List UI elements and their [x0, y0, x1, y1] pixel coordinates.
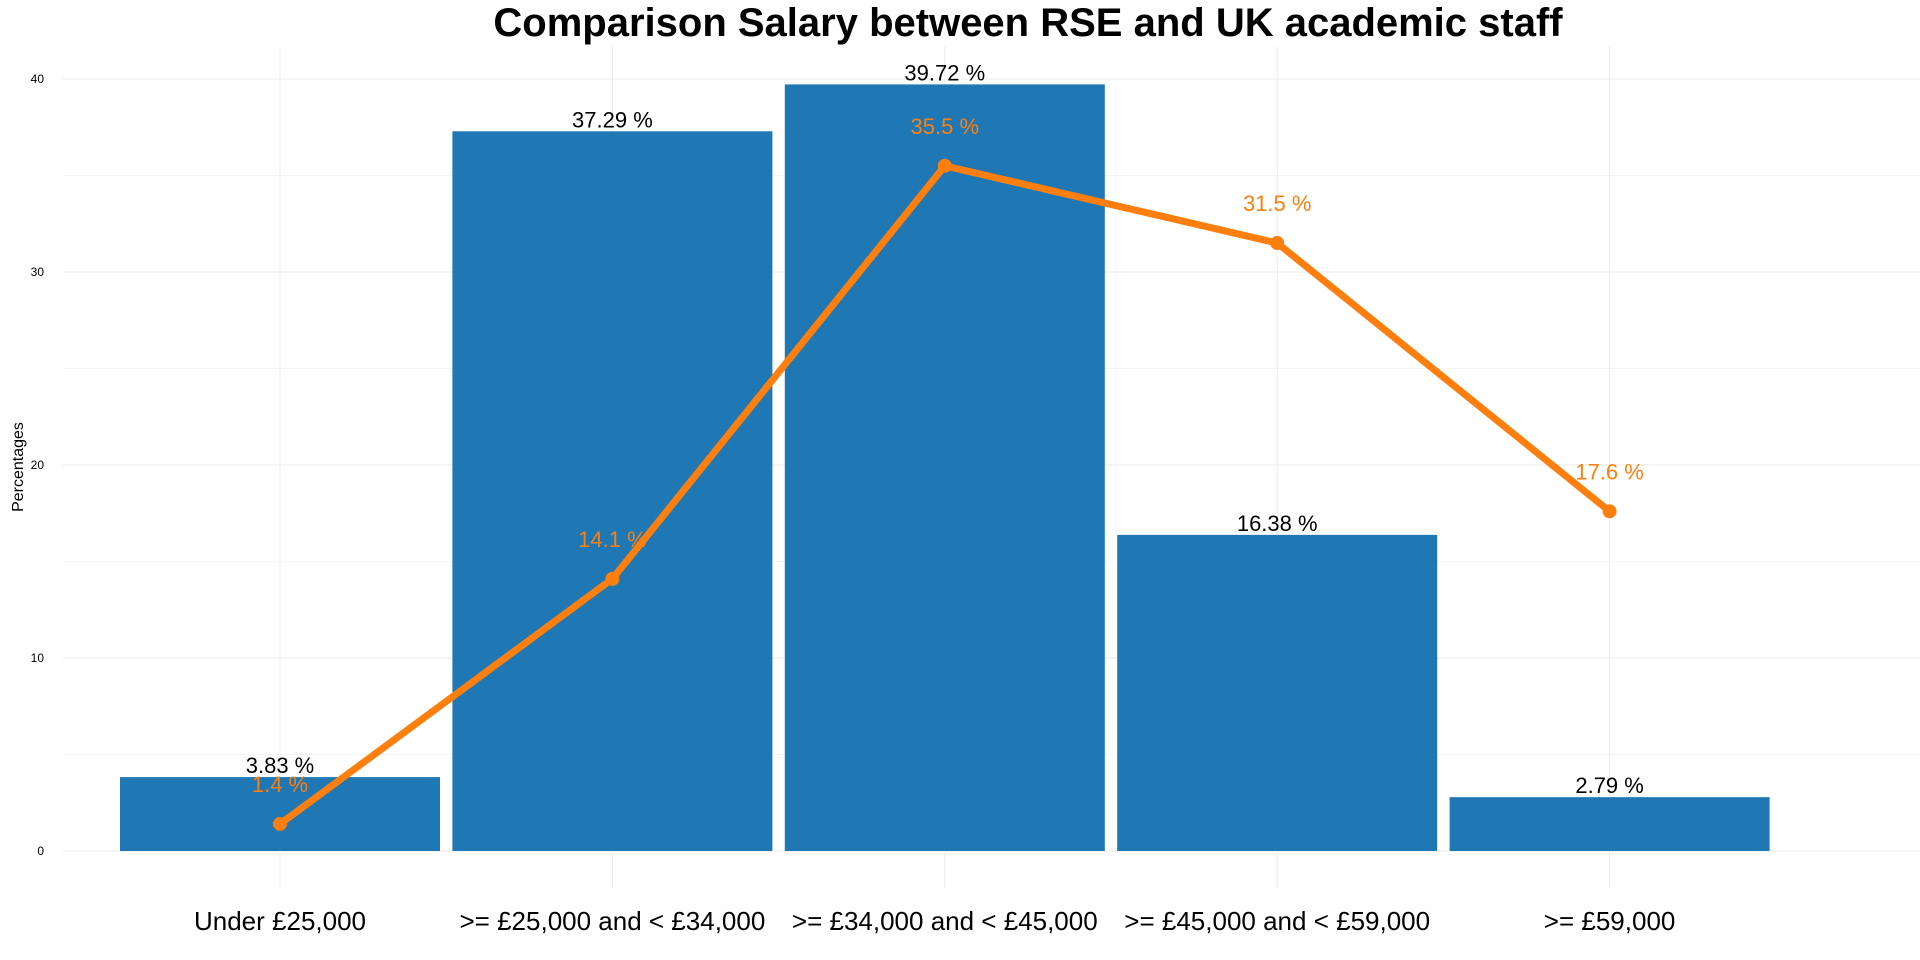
x-tick-label: >= £59,000 — [1544, 906, 1676, 936]
bar — [452, 131, 773, 852]
bar — [784, 84, 1105, 852]
bar — [1117, 534, 1438, 851]
y-tick-label: 30 — [31, 265, 45, 279]
bar-value-label: 37.29 % — [572, 107, 653, 132]
line-point — [937, 158, 952, 173]
axis-layer: 0 10 20 30 40 Under £25,000 >= £25,000 and < £… — [31, 72, 1676, 936]
x-tick-label: >= £45,000 and < £59,000 — [1124, 906, 1430, 936]
x-tick-label: >= £34,000 and < £45,000 — [792, 906, 1098, 936]
y-tick-label: 10 — [31, 651, 45, 665]
line-value-label: 1.4 % — [252, 772, 308, 797]
bar — [120, 777, 440, 851]
line-value-label: 35.5 % — [911, 114, 980, 139]
bar — [1449, 797, 1770, 851]
y-tick-label: 20 — [31, 458, 45, 472]
line-layer — [273, 158, 1617, 831]
label-layer: 3.83 % 37.29 % 39.72 % 16.38 % 2.79 % 1.4 % 14… — [246, 60, 1644, 798]
y-axis-label: Percentages — [10, 422, 27, 512]
line-value-label: 14.1 % — [578, 527, 647, 552]
bar-value-label: 39.72 % — [904, 60, 985, 85]
bar-layer — [120, 84, 1770, 852]
line-point — [273, 816, 287, 831]
chart-title: Comparison Salary between RSE and UK aca… — [493, 1, 1563, 45]
bar-value-label: 16.38 % — [1237, 511, 1318, 536]
line-point — [1602, 504, 1617, 519]
line-value-label: 31.5 % — [1243, 191, 1312, 216]
line-point — [1270, 236, 1285, 251]
y-tick-label: 40 — [31, 72, 45, 86]
bar-value-label: 2.79 % — [1575, 773, 1644, 798]
x-tick-label: Under £25,000 — [194, 906, 366, 936]
line-value-label: 17.6 % — [1575, 459, 1644, 484]
x-tick-label: >= £25,000 and < £34,000 — [460, 906, 766, 936]
y-tick-label: 0 — [37, 844, 44, 858]
line-point — [605, 571, 620, 586]
bar-value-label: 3.83 % — [246, 753, 315, 778]
